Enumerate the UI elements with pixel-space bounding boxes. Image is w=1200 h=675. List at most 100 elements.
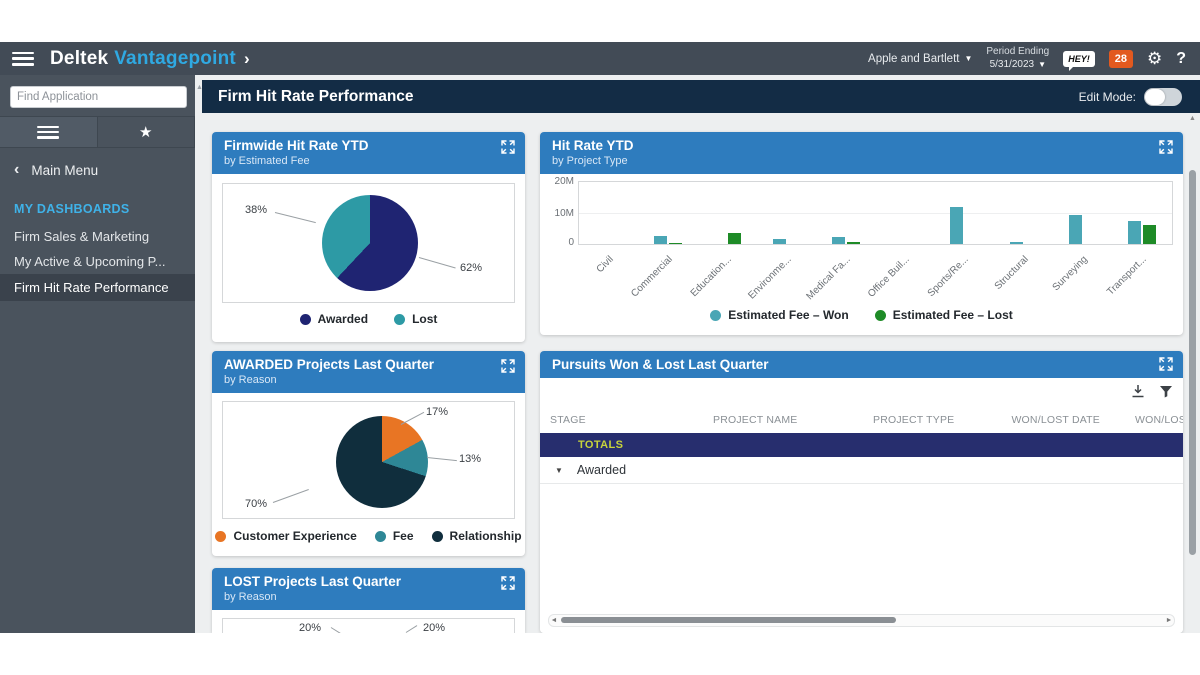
- main-menu-label: Main Menu: [31, 162, 99, 178]
- legend-dot-relationship: [431, 530, 443, 542]
- legend-label: Lost: [412, 312, 438, 326]
- gear-icon[interactable]: ⚙: [1146, 48, 1163, 68]
- edit-mode-label: Edit Mode:: [1078, 89, 1136, 104]
- pie-chart-area-partial: 20% 20%: [222, 618, 515, 633]
- pie-legend: Customer Experience Fee Relationship: [212, 529, 525, 543]
- bar-won[interactable]: [653, 235, 667, 244]
- edit-mode-toggle[interactable]: [1144, 87, 1182, 106]
- expand-icon[interactable]: [1159, 357, 1173, 371]
- sidebar-tab-favorites[interactable]: ★: [98, 117, 195, 147]
- label-leader-line: [272, 489, 309, 503]
- bar-plot-area[interactable]: [578, 181, 1173, 245]
- gridline-10m: [579, 213, 1172, 214]
- card-pursuits-table: Pursuits Won & Lost Last Quarter STAGE P…: [540, 351, 1183, 633]
- pie-label: 20%: [299, 622, 322, 633]
- sidebar-item-list: Firm Sales & Marketing My Active & Upcomi…: [0, 224, 195, 301]
- bar-lost[interactable]: [846, 241, 860, 244]
- main-menu-back[interactable]: ‹ Main Menu: [0, 148, 195, 188]
- pie-label-fee: 13%: [459, 453, 482, 465]
- legend-label: Relationship: [449, 529, 522, 543]
- find-application-input[interactable]: [10, 86, 187, 108]
- col-won-lost-reason[interactable]: WON/LOST REASON: [1135, 413, 1183, 426]
- x-axis-labels: Civil Commercial Education... Environme... M…: [578, 250, 1171, 302]
- legend-dot-fee: [374, 530, 386, 542]
- sidebar-scroll-up-icon[interactable]: ▲: [196, 84, 203, 91]
- scrollbar-thumb[interactable]: [561, 617, 896, 623]
- col-won-lost-date[interactable]: WON/LOST DATE: [1011, 413, 1100, 426]
- scroll-left-icon[interactable]: ◄: [550, 617, 558, 624]
- label-leader-line: [418, 257, 456, 269]
- expand-icon[interactable]: [501, 576, 515, 590]
- table-row[interactable]: Atrium AmosMedical Facilities2/14/2023Re…: [540, 483, 1183, 633]
- scroll-right-icon[interactable]: ►: [1165, 617, 1173, 624]
- bar-lost[interactable]: [668, 243, 682, 244]
- card-title: Firmwide Hit Rate YTD: [224, 138, 369, 153]
- totals-row[interactable]: TOTALS: [540, 433, 1183, 457]
- bar-won[interactable]: [772, 239, 786, 244]
- company-name: Apple and Bartlett: [868, 52, 960, 65]
- sidebar-item[interactable]: Firm Hit Rate Performance: [0, 274, 195, 301]
- scroll-up-icon[interactable]: ▲: [1189, 115, 1196, 122]
- brand-chevron-icon: ›: [243, 48, 250, 68]
- chevron-down-icon: ▼: [1038, 59, 1046, 69]
- brand-logo[interactable]: Deltek Vantagepoint ›: [50, 48, 250, 70]
- bar-won[interactable]: [831, 236, 845, 244]
- card-title: LOST Projects Last Quarter: [224, 574, 402, 589]
- horizontal-scrollbar[interactable]: ◄ ►: [548, 614, 1175, 627]
- legend-item: Estimated Fee – Lost: [874, 308, 1013, 322]
- sidebar-tab-menu[interactable]: [0, 117, 98, 147]
- sidebar-tabs: ★: [0, 116, 195, 148]
- table-toolbar: [1131, 384, 1173, 398]
- star-icon: ★: [139, 124, 153, 141]
- download-icon[interactable]: [1131, 384, 1145, 398]
- card-subtitle: by Reason: [224, 374, 277, 386]
- card-title: Hit Rate YTD: [552, 138, 634, 153]
- notification-count-badge[interactable]: 28: [1108, 49, 1133, 68]
- bar-won[interactable]: [1009, 241, 1023, 244]
- help-icon[interactable]: ?: [1176, 49, 1186, 67]
- group-label: Awarded: [576, 463, 627, 477]
- company-selector[interactable]: Apple and Bartlett ▼: [868, 53, 972, 65]
- sidebar-item[interactable]: Firm Sales & Marketing: [14, 229, 150, 244]
- group-caret-icon: ▼: [555, 465, 563, 475]
- page-header: Firm Hit Rate Performance Edit Mode:: [202, 80, 1200, 113]
- sidebar-item[interactable]: My Active & Upcoming P...: [14, 254, 166, 269]
- pie-label-customer-experience: 17%: [426, 406, 449, 418]
- bar-won[interactable]: [1069, 214, 1083, 244]
- bar-won[interactable]: [1128, 220, 1142, 244]
- pie-chart-area: 17% 13% 70%: [222, 401, 515, 519]
- scrollbar-thumb[interactable]: [1189, 170, 1196, 555]
- label-leader-line: [330, 627, 343, 633]
- group-row-awarded[interactable]: ▼ Awarded: [540, 457, 1183, 484]
- pie-chart-area: 38% 62%: [222, 183, 515, 303]
- awarded-pie-chart[interactable]: [336, 416, 428, 508]
- col-project-name[interactable]: PROJECT NAME: [713, 413, 798, 426]
- bar-lost[interactable]: [728, 233, 742, 244]
- pie-label-awarded: 62%: [460, 262, 483, 274]
- period-ending-selector[interactable]: Period Ending 5/31/2023 ▼: [986, 46, 1049, 71]
- nav-hamburger-icon[interactable]: [12, 51, 34, 66]
- table-header-row: STAGE PROJECT NAME PROJECT TYPE WON/LOST…: [540, 406, 1183, 433]
- bar-won[interactable]: [950, 206, 964, 244]
- card-hit-rate-ytd: Hit Rate YTD by Project Type 20M 10M 0 C…: [540, 132, 1183, 335]
- pie-label-lost: 38%: [245, 204, 268, 216]
- hey-notification-bubble[interactable]: HEY!: [1063, 50, 1095, 71]
- vertical-scrollbar[interactable]: ▲: [1189, 115, 1197, 630]
- expand-icon[interactable]: [501, 359, 515, 373]
- col-project-type[interactable]: PROJECT TYPE: [873, 413, 955, 426]
- bar-lost[interactable]: [1143, 225, 1157, 244]
- nav-right-cluster: Apple and Bartlett ▼ Period Ending 5/31/…: [868, 46, 1200, 71]
- expand-icon[interactable]: [501, 140, 515, 154]
- brand-vantagepoint: Vantagepoint: [114, 47, 236, 69]
- period-ending-label: Period Ending: [986, 46, 1050, 57]
- legend-dot-awarded: [299, 313, 311, 325]
- legend-item: Estimated Fee – Won: [710, 308, 849, 322]
- filter-icon[interactable]: [1159, 385, 1173, 398]
- page-title: Firm Hit Rate Performance: [218, 87, 414, 105]
- sidebar: ★ ‹ Main Menu MY DASHBOARDS Firm Sales &…: [0, 75, 195, 633]
- firmwide-pie-chart[interactable]: [322, 195, 418, 291]
- pie-label: 20%: [423, 622, 446, 633]
- expand-icon[interactable]: [1159, 140, 1173, 154]
- col-stage[interactable]: STAGE: [550, 413, 586, 426]
